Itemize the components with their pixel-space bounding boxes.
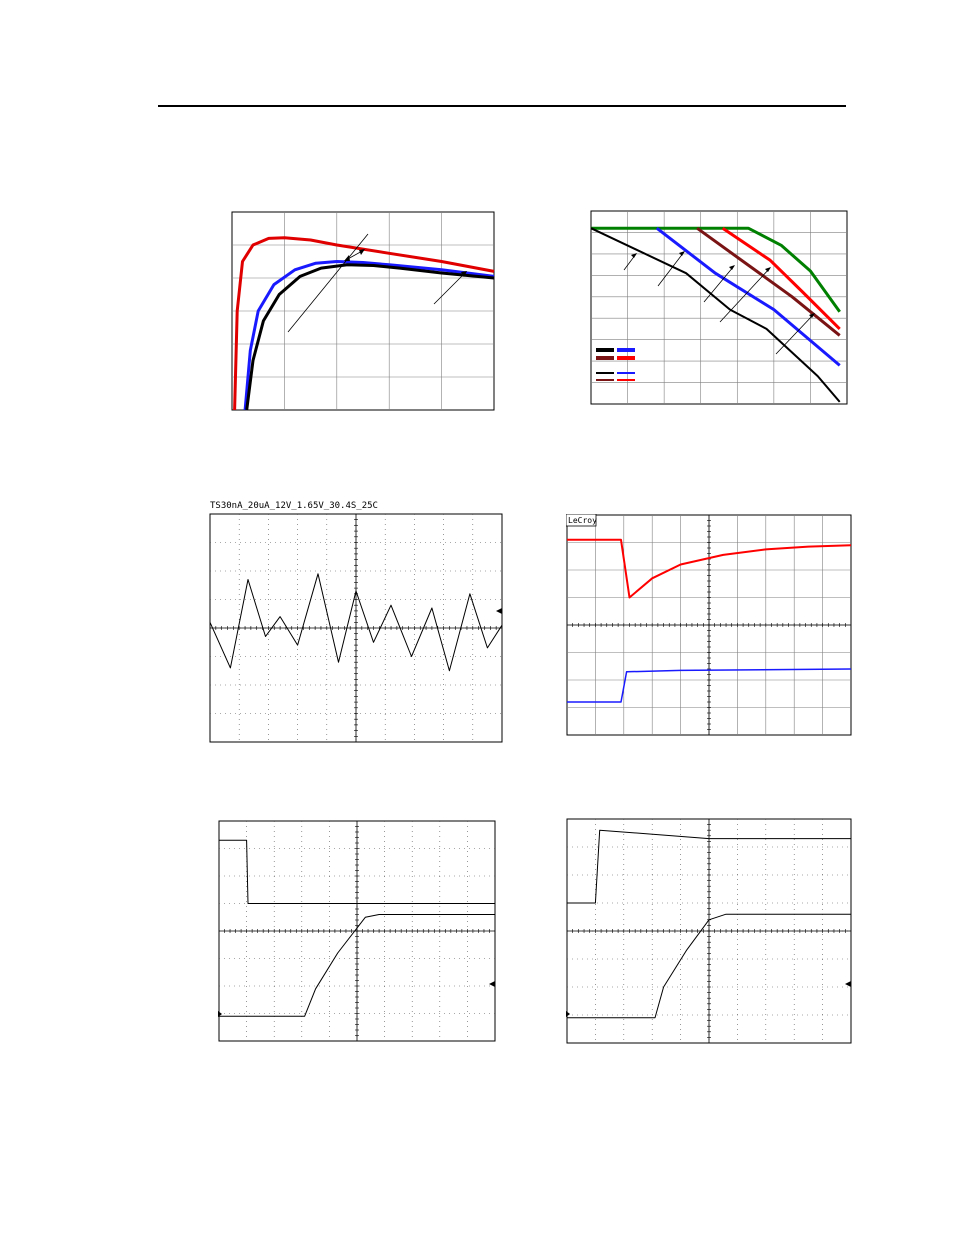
legend-swatch [596,348,614,352]
chart-2-arrowheads [631,251,815,318]
series-line [655,227,841,367]
ground-marker-icon [566,1011,570,1017]
chart-derating [588,208,850,408]
plot-frame [590,210,848,405]
scope-load-transient: LeCroy [566,514,852,736]
chart-1-annotations [287,233,467,333]
series-line [209,573,503,672]
series-line [567,829,851,904]
chart-2-legend [596,348,635,381]
trigger-marker-icon [496,608,502,614]
chart-1-grid [231,211,495,411]
series-line [245,263,495,411]
chart-2-svg [590,210,848,405]
arrowhead [359,249,365,255]
chart-4-grid [566,514,852,736]
series-line [219,839,495,904]
chart-3-grid [209,513,503,743]
chart-4-svg: LeCroy [566,514,852,736]
chart-1-svg [231,211,495,411]
legend-swatch [596,356,614,360]
chart-3-svg [209,513,503,743]
chart-4-series [567,538,852,703]
series-line [243,260,495,411]
series-line [590,227,841,403]
callout-line [287,233,369,333]
legend-swatch [596,379,614,381]
header-rule [158,105,846,107]
arrowhead [679,251,685,256]
chart-3-series [209,573,503,672]
vendor-label: LeCroy [568,516,597,525]
chart-1-arrowheads [344,249,467,277]
series-line [567,538,852,599]
callout-line [719,267,771,323]
scope-header-text: TS30nA_20uA_12V_1.65V_30.4S_25C [210,501,378,511]
callout-line [433,271,467,305]
callout-line [775,313,815,355]
arrowhead [809,313,815,318]
scope-ripple [208,512,504,744]
legend-swatch [617,379,635,381]
chart-6-series [567,829,851,1019]
legend-swatch [617,356,635,360]
chart-1-series [233,236,495,411]
ground-marker-icon [218,1011,222,1017]
chart-6-grid [566,818,852,1044]
series-line [567,913,851,1019]
trigger-marker-icon [489,981,495,987]
series-line [233,236,495,411]
chart-5-svg [218,820,496,1042]
trigger-marker-icon [845,981,851,987]
legend-swatch [617,348,635,352]
arrowhead [344,255,350,261]
scope-shutdown [218,820,496,1042]
series-line [721,226,841,330]
series-line [696,226,841,337]
vendor-label-box [566,514,597,527]
chart-2-grid [590,210,848,405]
arrowhead [461,271,467,277]
arrowhead [729,265,735,270]
legend-swatch [617,372,635,374]
callout-line [703,265,735,303]
series-line [567,668,852,703]
chart-2-series [590,226,841,403]
arrowhead [765,267,771,272]
callout-line [657,251,685,287]
series-line [219,914,495,1017]
series-line [591,226,841,313]
chart-2-annotations [623,251,815,355]
chart-5-series [219,839,495,1017]
chart-5-grid [218,820,496,1042]
chart-6-svg [566,818,852,1044]
scope-startup [566,818,852,1044]
chart-efficiency [228,208,498,414]
arrowhead [631,253,637,258]
legend-swatch [596,372,614,374]
